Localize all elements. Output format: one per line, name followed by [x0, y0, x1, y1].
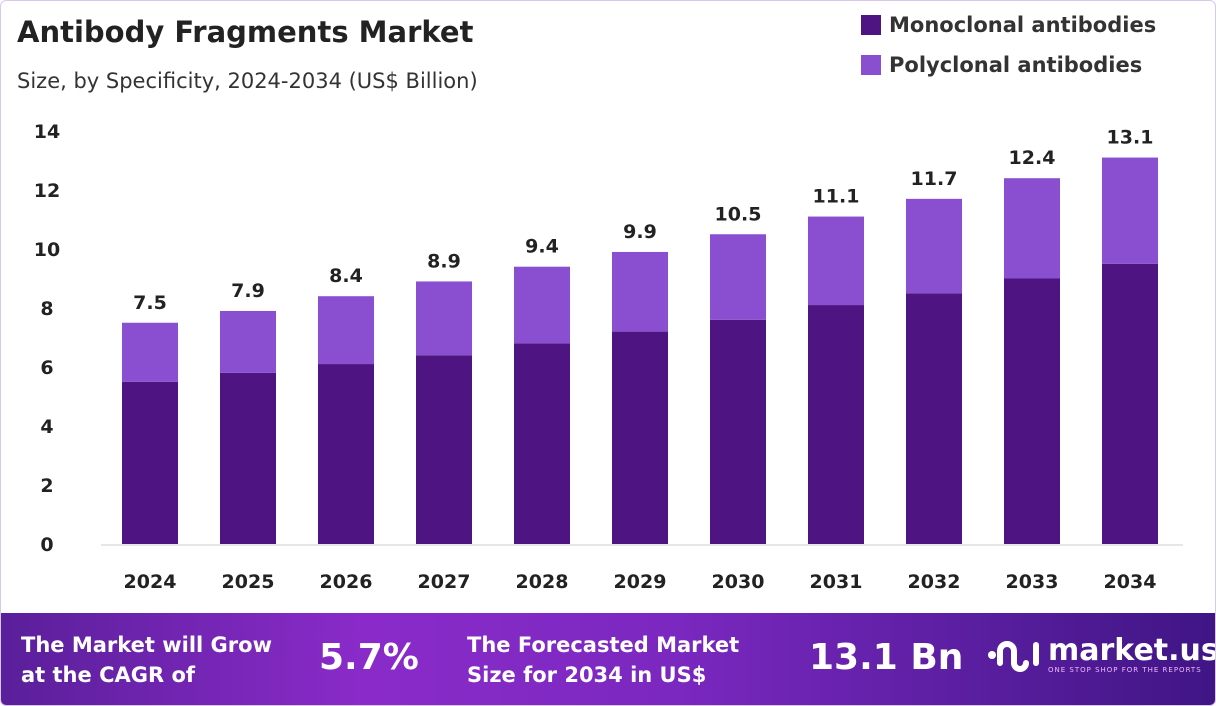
forecast-value: 13.1 Bn	[809, 637, 964, 678]
total-data-label: 11.1	[813, 186, 860, 208]
bar-monoclonal	[1102, 263, 1158, 544]
x-tick-label: 2026	[320, 571, 373, 593]
legend-label: Monoclonal antibodies	[889, 13, 1157, 37]
bar-monoclonal	[514, 343, 570, 544]
chart-subtitle: Size, by Specificity, 2024-2034 (US$ Bil…	[17, 69, 478, 93]
bar-monoclonal	[612, 331, 668, 544]
bar-chart: 0 2 4 6 8 10 12 14 7.5 2024 7.9 2025 8.4 2026 8.9 2027 9…	[34, 121, 1183, 593]
x-tick-label: 2027	[418, 571, 471, 593]
bar-monoclonal	[122, 381, 178, 544]
forecast-label-line: The Forecasted Market	[467, 633, 740, 657]
x-tick-label: 2025	[222, 571, 275, 593]
logo-tagline: ONE STOP SHOP FOR THE REPORTS	[1048, 666, 1202, 674]
cagr-label: The Market will Grow at the CAGR of	[21, 630, 272, 690]
y-tick-label: 0	[40, 534, 53, 556]
logo-icon	[988, 641, 1039, 672]
total-data-label: 10.5	[715, 203, 762, 225]
bar-polyclonal	[808, 216, 864, 306]
x-tick-label: 2034	[1104, 571, 1157, 593]
total-data-label: 8.4	[329, 265, 363, 287]
cagr-label-line: at the CAGR of	[21, 663, 196, 687]
total-data-label: 8.9	[427, 250, 461, 272]
bar-polyclonal	[1102, 157, 1158, 264]
total-data-label: 11.7	[911, 168, 958, 190]
y-tick-label: 8	[40, 298, 53, 320]
cagr-value: 5.7%	[319, 637, 419, 678]
total-data-label: 7.9	[231, 280, 265, 302]
y-tick-label: 2	[40, 475, 53, 497]
x-tick-label: 2032	[908, 571, 961, 593]
bar-polyclonal	[122, 322, 178, 382]
legend-item-polyclonal: Polyclonal antibodies	[861, 53, 1142, 77]
x-tick-label: 2029	[614, 571, 667, 593]
x-tick-label: 2024	[124, 571, 177, 593]
y-tick-label: 14	[34, 121, 60, 143]
x-tick-label: 2033	[1006, 571, 1059, 593]
total-data-label: 12.4	[1009, 147, 1056, 169]
x-tick-label: 2031	[810, 571, 863, 593]
y-tick-label: 6	[40, 357, 53, 379]
x-tick-label: 2030	[712, 571, 765, 593]
y-tick-label: 12	[34, 180, 60, 202]
total-data-label: 7.5	[133, 292, 167, 314]
bar-polyclonal	[906, 198, 962, 294]
bar-polyclonal	[220, 310, 276, 373]
x-tick-label: 2028	[516, 571, 569, 593]
bar-monoclonal	[1004, 278, 1060, 544]
legend-swatch	[861, 55, 881, 75]
legend-swatch	[861, 15, 881, 35]
bar-monoclonal	[808, 305, 864, 544]
market-us-logo: market.us ONE STOP SHOP FOR THE REPORTS	[986, 633, 1216, 677]
logo-name: market.us	[1048, 633, 1216, 668]
bar-monoclonal	[318, 364, 374, 544]
forecast-label-line: Size for 2034 in US$	[467, 663, 707, 687]
forecast-label: The Forecasted Market Size for 2034 in U…	[467, 630, 739, 690]
bar-monoclonal	[220, 372, 276, 544]
y-tick-label: 10	[34, 239, 60, 261]
bar-polyclonal	[612, 251, 668, 332]
bar-polyclonal	[1004, 178, 1060, 279]
bar-monoclonal	[710, 319, 766, 544]
footer-banner: The Market will Grow at the CAGR of 5.7%…	[1, 613, 1216, 705]
total-data-label: 9.4	[525, 236, 559, 258]
legend-item-monoclonal: Monoclonal antibodies	[861, 13, 1156, 37]
bar-polyclonal	[710, 234, 766, 320]
bar-polyclonal	[416, 281, 472, 356]
legend-label: Polyclonal antibodies	[889, 53, 1143, 77]
total-data-label: 9.9	[623, 221, 657, 243]
bar-polyclonal	[318, 296, 374, 365]
chart-title: Antibody Fragments Market	[17, 15, 474, 49]
total-data-label: 13.1	[1107, 127, 1154, 149]
bar-monoclonal	[906, 293, 962, 544]
y-tick-label: 4	[40, 416, 53, 438]
cagr-label-line: The Market will Grow	[21, 633, 272, 657]
bar-polyclonal	[514, 266, 570, 344]
bar-monoclonal	[416, 355, 472, 544]
